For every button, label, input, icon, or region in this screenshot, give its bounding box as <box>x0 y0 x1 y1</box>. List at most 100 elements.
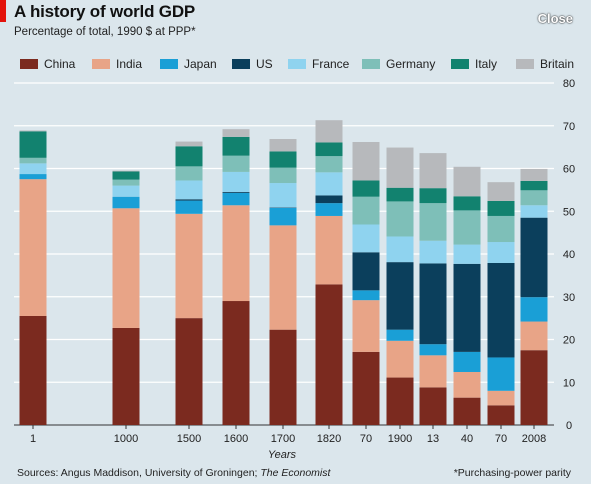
bar-us-40 <box>453 263 481 352</box>
bar-britain-1500 <box>175 141 203 147</box>
bar-japan-1 <box>19 174 47 180</box>
legend-label: Britain <box>540 57 575 71</box>
legend-swatch <box>92 59 110 69</box>
legend-swatch <box>288 59 306 69</box>
legend-swatch <box>516 59 534 69</box>
bar-japan-1500 <box>175 200 203 214</box>
bar-china-1900 <box>386 377 414 425</box>
bar-china-70 <box>352 351 380 425</box>
x-tick-label: 1 <box>30 433 36 445</box>
sources-prefix: Sources: Angus Maddison, University of G… <box>17 467 261 479</box>
bar-india-70 <box>352 300 380 352</box>
legend-swatch <box>362 59 380 69</box>
legend-swatch <box>451 59 469 69</box>
bar-japan-1000 <box>112 196 140 209</box>
y-tick-label: 10 <box>563 377 575 389</box>
bar-us-1600 <box>222 192 250 193</box>
legend-item-us: US <box>232 57 273 71</box>
x-tick-label: 1820 <box>317 433 341 445</box>
legend-item-india: India <box>92 57 142 71</box>
bar-india-2008 <box>520 321 548 351</box>
ppp-footnote: *Purchasing-power parity <box>453 467 571 479</box>
bar-france-1500 <box>175 180 203 200</box>
bar-china-70 <box>487 405 515 425</box>
close-button[interactable]: Close <box>537 11 573 26</box>
legend-item-france: France <box>288 57 349 71</box>
bar-japan-70 <box>352 290 380 301</box>
chart-legend: China India Japan US France Germany Italy Brita… <box>20 57 580 73</box>
bar-germany-1000 <box>112 179 140 186</box>
bar-france-13 <box>419 240 447 264</box>
x-tick-label: 70 <box>495 433 507 445</box>
legend-item-japan: Japan <box>160 57 217 71</box>
bar-us-1500 <box>175 199 203 201</box>
bar-india-1820 <box>315 215 343 285</box>
bar-italy-2008 <box>520 180 548 191</box>
bar-germany-1600 <box>222 155 250 172</box>
bar-britain-1 <box>19 130 47 132</box>
bar-germany-70 <box>487 215 515 243</box>
y-tick-label: 30 <box>563 292 575 304</box>
y-tick-label: 60 <box>563 164 575 176</box>
bar-france-1820 <box>315 172 343 196</box>
bar-italy-1700 <box>269 151 297 168</box>
bar-japan-1900 <box>386 329 414 341</box>
y-tick-label: 40 <box>563 249 575 261</box>
bar-britain-70 <box>487 182 515 201</box>
x-tick-label: 2008 <box>522 433 546 445</box>
bar-china-1000 <box>112 327 140 425</box>
bar-italy-1900 <box>386 187 414 202</box>
bar-india-1000 <box>112 208 140 328</box>
bar-india-40 <box>453 371 481 398</box>
bar-japan-1600 <box>222 192 250 206</box>
legend-label: France <box>312 57 350 71</box>
y-tick-label: 0 <box>566 420 572 432</box>
bar-italy-1820 <box>315 142 343 157</box>
y-tick-label: 50 <box>563 206 575 218</box>
bar-italy-40 <box>453 196 481 211</box>
legend-label: Italy <box>475 57 498 71</box>
bar-india-1700 <box>269 225 297 330</box>
legend-item-germany: Germany <box>362 57 435 71</box>
bar-italy-70 <box>352 180 380 197</box>
brand-red-tab <box>0 0 6 22</box>
legend-swatch <box>160 59 178 69</box>
bar-india-13 <box>419 355 447 388</box>
bar-japan-1820 <box>315 203 343 216</box>
bar-china-1500 <box>175 318 203 425</box>
legend-label: Germany <box>386 57 436 71</box>
y-tick-label: 80 <box>563 78 575 90</box>
bar-britain-13 <box>419 153 447 189</box>
x-tick-label: 1700 <box>271 433 295 445</box>
bar-us-1900 <box>386 262 414 330</box>
bar-china-1 <box>19 315 47 425</box>
bar-france-2008 <box>520 205 548 218</box>
legend-label: US <box>256 57 273 71</box>
bar-germany-1900 <box>386 201 414 237</box>
x-tick-label: 40 <box>461 433 473 445</box>
bar-india-70 <box>487 390 515 406</box>
bar-germany-1700 <box>269 167 297 184</box>
bar-china-1600 <box>222 301 250 425</box>
bar-india-1500 <box>175 213 203 319</box>
bar-italy-1500 <box>175 146 203 167</box>
y-tick-label: 20 <box>563 335 575 347</box>
bar-britain-1900 <box>386 147 414 188</box>
bar-italy-70 <box>487 200 515 216</box>
sources-note: Sources: Angus Maddison, University of G… <box>17 467 330 479</box>
bar-britain-40 <box>453 166 481 197</box>
bar-italy-1 <box>19 131 47 158</box>
bar-britain-1600 <box>222 129 250 137</box>
legend-item-britain: Britain <box>516 57 574 71</box>
bar-britain-1700 <box>269 139 297 152</box>
bar-germany-70 <box>352 196 380 225</box>
bar-italy-1600 <box>222 136 250 156</box>
bar-france-1000 <box>112 185 140 197</box>
bar-us-70 <box>352 252 380 291</box>
legend-label: Japan <box>184 57 217 71</box>
bar-germany-1500 <box>175 166 203 181</box>
bar-china-2008 <box>520 350 548 425</box>
legend-swatch <box>20 59 38 69</box>
x-tick-label: 70 <box>360 433 372 445</box>
bar-france-1600 <box>222 171 250 193</box>
